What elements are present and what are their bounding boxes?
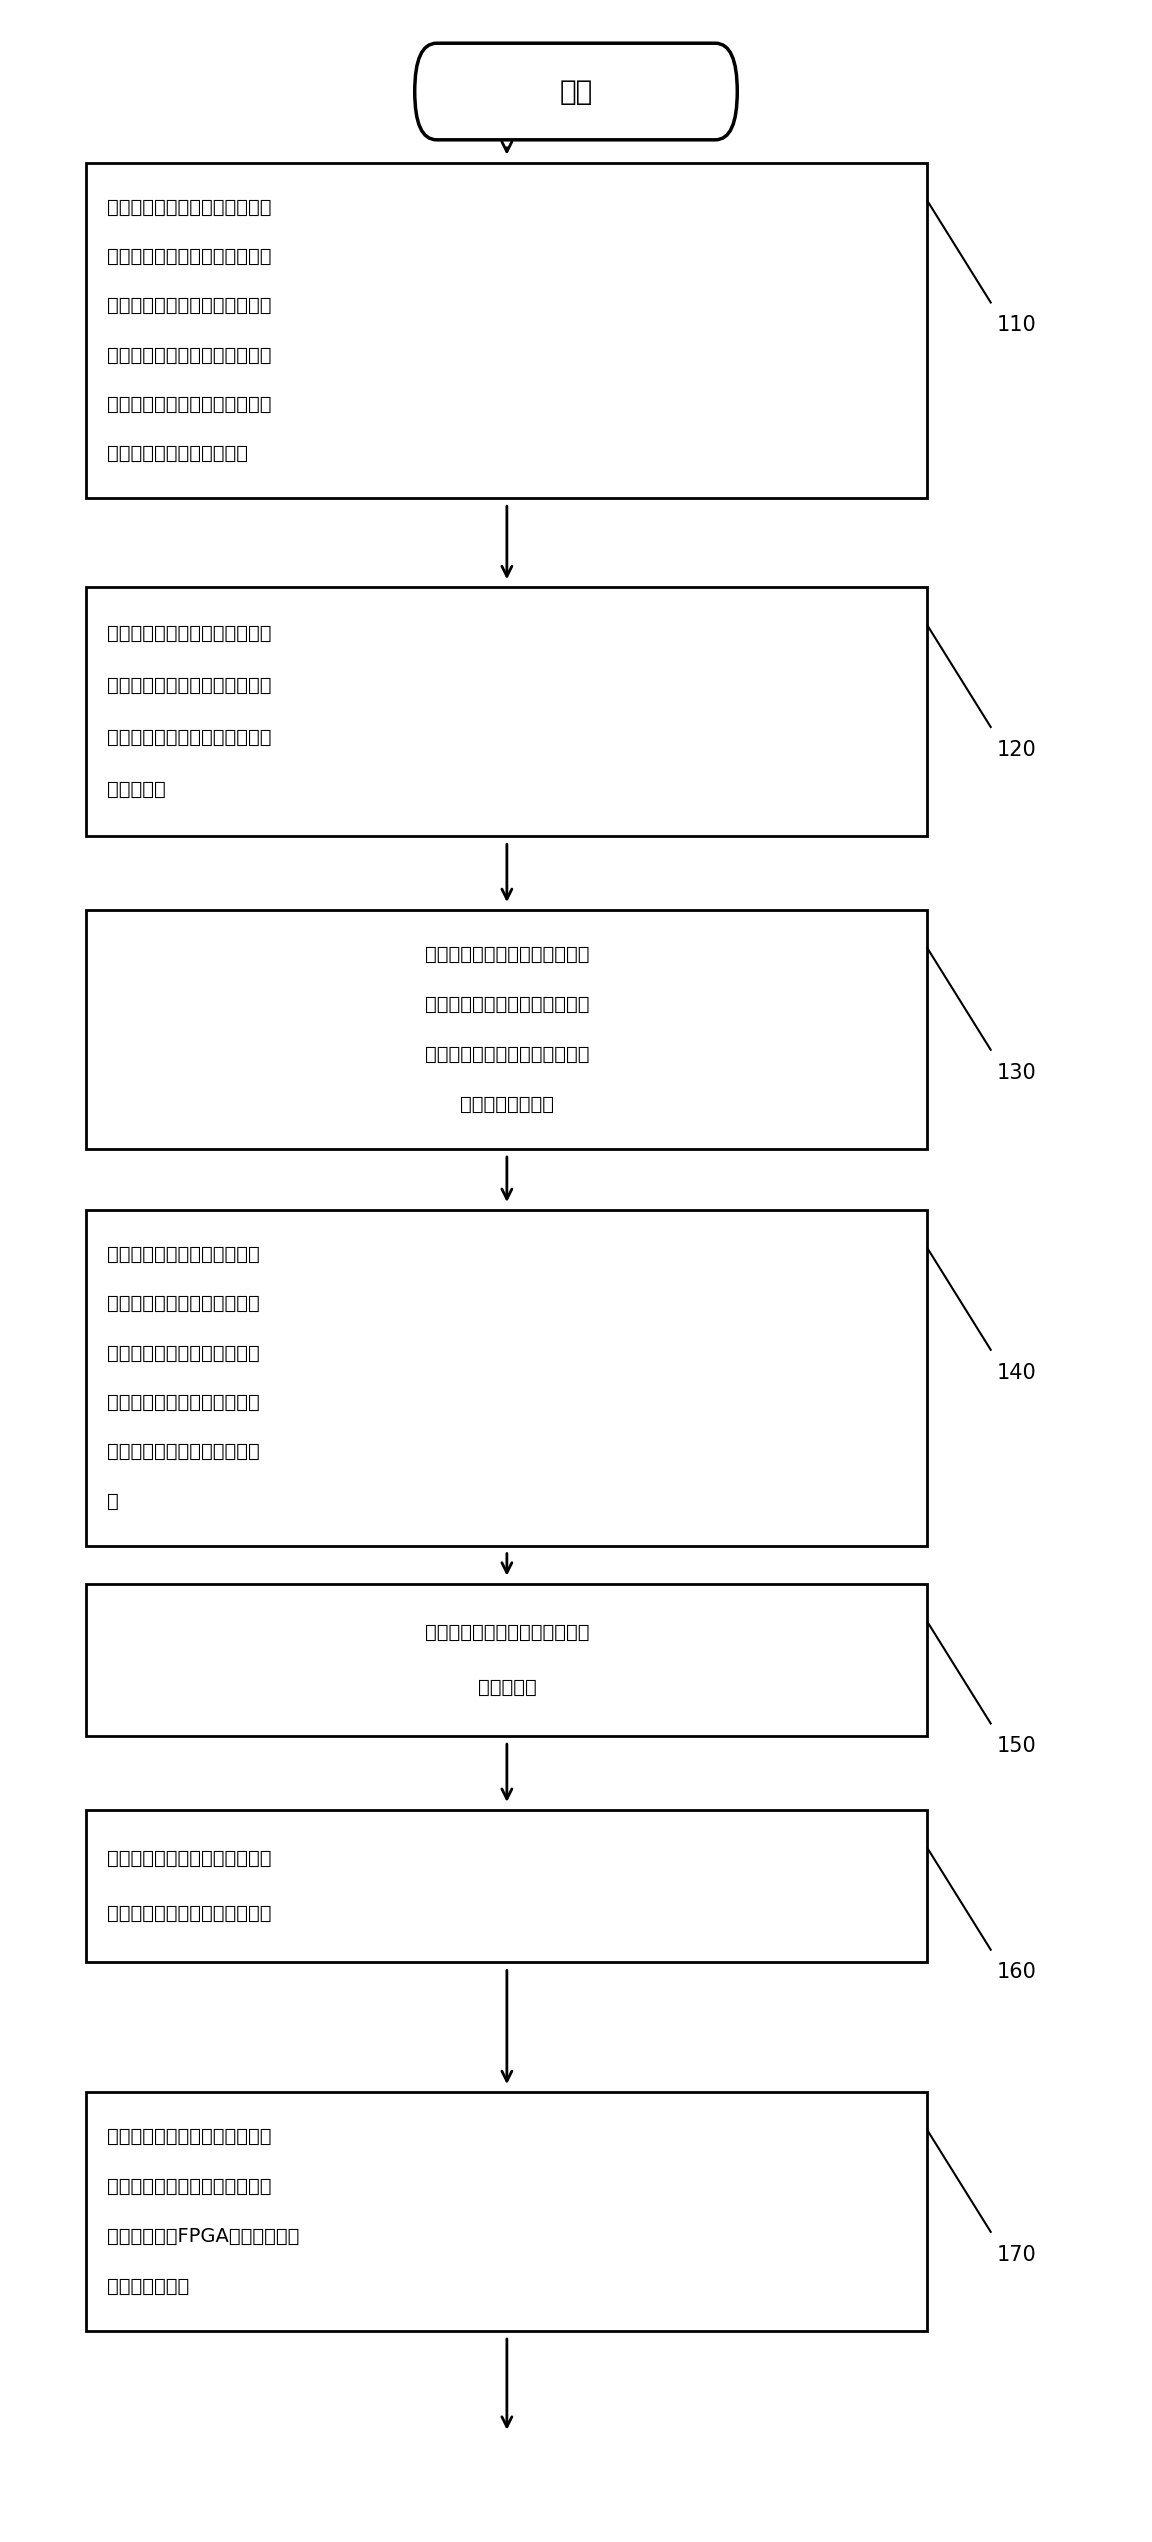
Text: 値后，通过内部总线将该码値发: 値后，通过内部总线将该码値发 xyxy=(107,2176,272,2196)
Text: 前星下点处的太阳天顶角，得: 前星下点处的太阳天顶角，得 xyxy=(107,1345,260,1363)
Text: 160: 160 xyxy=(996,1962,1037,1983)
Text: 度: 度 xyxy=(107,1492,119,1510)
Text: 需的行周期，计算当前积分级数: 需的行周期，计算当前积分级数 xyxy=(107,1904,272,1922)
Text: 120: 120 xyxy=(996,740,1037,760)
Text: 将当前积分级数转换为对应的码: 将当前积分级数转换为对应的码 xyxy=(107,2128,272,2145)
Bar xyxy=(86,163,927,498)
Text: 空间相机在轨摄影时，相机控制: 空间相机在轨摄影时，相机控制 xyxy=(107,625,272,643)
Bar xyxy=(86,1584,927,1736)
Text: 当前位置和时间，计算星下点的: 当前位置和时间，计算星下点的 xyxy=(107,727,272,747)
Text: 开始: 开始 xyxy=(560,76,592,107)
Text: 效曝光时间: 效曝光时间 xyxy=(478,1678,536,1696)
Text: 150: 150 xyxy=(996,1736,1037,1757)
Text: 应的地物成像时，不同太阳天顶: 应的地物成像时，不同太阳天顶 xyxy=(107,297,272,315)
Text: 到当前对目标最大反射率对应: 到当前对目标最大反射率对应 xyxy=(107,1393,260,1411)
Text: 送至成像控制FPGA，对相机的积: 送至成像控制FPGA，对相机的积 xyxy=(107,2227,300,2247)
Bar xyxy=(86,587,927,836)
Bar xyxy=(86,1810,927,1962)
Text: 的数据，计算空间相机进行像移: 的数据，计算空间相机进行像移 xyxy=(425,1045,589,1065)
Text: 分级数进行调整: 分级数进行调整 xyxy=(107,2278,189,2295)
Text: 太阳天顶角: 太阳天顶角 xyxy=(107,780,166,798)
Text: 匹配所需的行周期: 匹配所需的行周期 xyxy=(460,1096,554,1113)
Text: 入瞳辐亮度之间的函数关系: 入瞳辐亮度之间的函数关系 xyxy=(107,445,248,463)
Bar xyxy=(86,1210,927,1546)
Text: 航天器的当前位置、速度和时间: 航天器的当前位置、速度和时间 xyxy=(425,994,589,1014)
Bar xyxy=(86,910,927,1149)
Text: 根据相机入瞳辐亮度计算最优有: 根据相机入瞳辐亮度计算最优有 xyxy=(425,1624,589,1642)
Text: 130: 130 xyxy=(996,1063,1037,1083)
Text: 的地物成像时的相机入瞳辐亮: 的地物成像时的相机入瞳辐亮 xyxy=(107,1441,260,1462)
Text: 140: 140 xyxy=(996,1363,1037,1383)
Text: 根据最优曝光时间和像移匹配所: 根据最优曝光时间和像移匹配所 xyxy=(107,1851,272,1868)
Text: 相机控制器通过航天器总线接收: 相机控制器通过航天器总线接收 xyxy=(425,946,589,963)
Text: 输工具得到对目标最大反射率对: 输工具得到对目标最大反射率对 xyxy=(107,247,272,267)
Text: 航天器发射前，使用大气辐射传: 航天器发射前，使用大气辐射传 xyxy=(107,198,272,216)
Text: 亮度之间的函数关系，以及当: 亮度之间的函数关系，以及当 xyxy=(107,1294,260,1314)
Text: 110: 110 xyxy=(996,315,1037,336)
Text: 170: 170 xyxy=(996,2245,1037,2265)
FancyBboxPatch shape xyxy=(415,43,737,140)
Text: 根据太阳天顶角与相机入瞳辐: 根据太阳天顶角与相机入瞳辐 xyxy=(107,1246,260,1263)
Bar xyxy=(86,2092,927,2331)
Text: 曲线拟合建立太阳天顶角与相机: 曲线拟合建立太阳天顶角与相机 xyxy=(107,394,272,414)
Text: 器通过航天器总线接收航天器的: 器通过航天器总线接收航天器的 xyxy=(107,676,272,697)
Text: 角对应的相机入瞳辐亮度，通过: 角对应的相机入瞳辐亮度，通过 xyxy=(107,346,272,364)
